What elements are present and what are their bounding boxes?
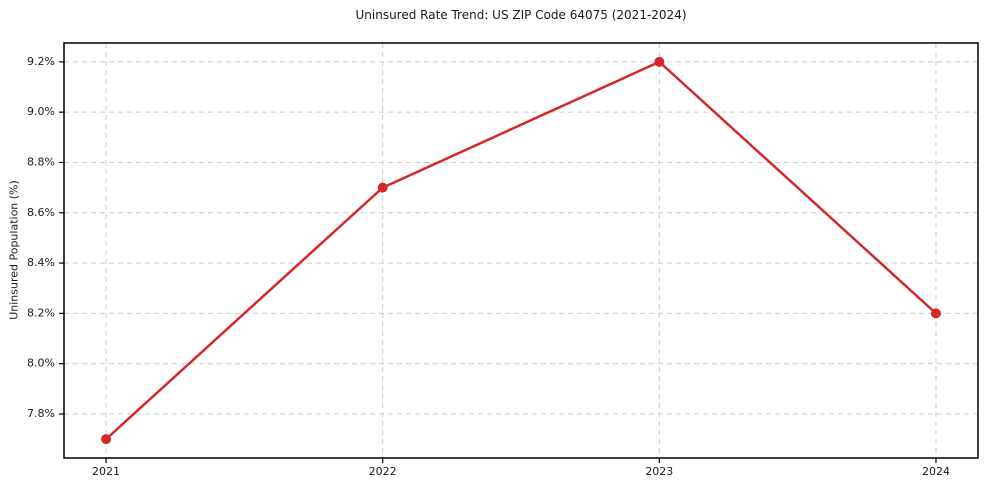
- x-tick-label: 2022: [369, 465, 397, 478]
- y-tick-label: 7.8%: [27, 407, 55, 420]
- plot-border: [63, 42, 979, 459]
- trend-line: [104, 60, 938, 441]
- data-point: [101, 434, 112, 445]
- y-tick-label: 8.6%: [27, 206, 55, 219]
- x-tick-label: 2024: [922, 465, 950, 478]
- y-tick-label: 8.0%: [27, 357, 55, 370]
- y-tick-label: 9.2%: [27, 55, 55, 68]
- y-tick-label: 8.2%: [27, 306, 55, 319]
- data-point: [377, 182, 388, 193]
- x-tick-label: 2021: [92, 465, 120, 478]
- data-point: [930, 308, 941, 319]
- y-tick-label: 9.0%: [27, 105, 55, 118]
- y-tick-label: 8.8%: [27, 155, 55, 168]
- y-tick-label: 8.4%: [27, 256, 55, 269]
- chart-title: Uninsured Rate Trend: US ZIP Code 64075 …: [355, 8, 687, 22]
- data-point: [654, 56, 665, 67]
- x-tick-label: 2023: [645, 465, 673, 478]
